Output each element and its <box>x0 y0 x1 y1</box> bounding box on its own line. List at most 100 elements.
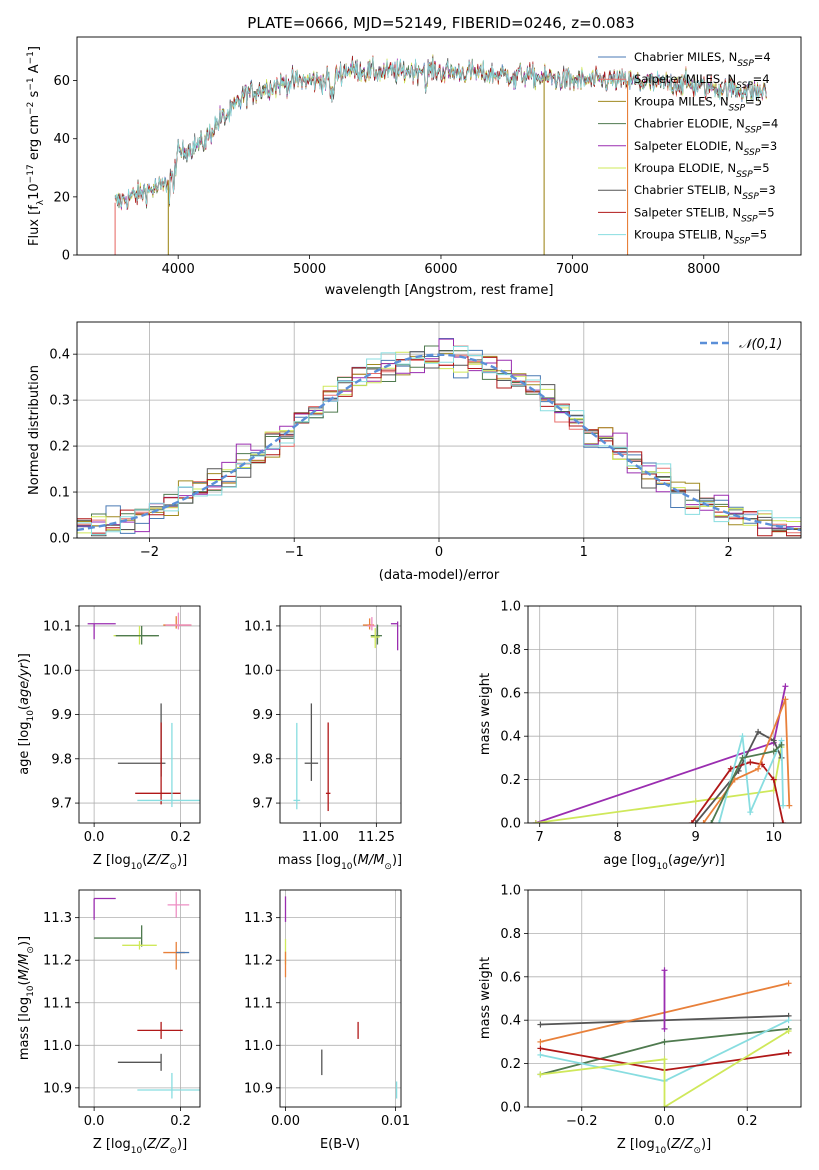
axes-frame <box>527 605 802 824</box>
y-tick-label: 10.1 <box>244 619 273 634</box>
plot-area <box>532 683 793 823</box>
marker-kroupa-elodie <box>692 798 699 805</box>
y-tick-label: 0.0 <box>500 1101 521 1116</box>
legend-label: Kroupa MILES, NSSP=5 <box>634 94 762 113</box>
marker-orange <box>782 696 789 703</box>
marker-kroupa-stelib <box>785 1017 792 1024</box>
errorbar-point-kroupa-elodie <box>122 941 157 950</box>
x-tick-label: −2 <box>140 545 159 560</box>
grid <box>79 890 200 1107</box>
legend: 𝒩(0,1) <box>700 337 782 352</box>
axes-frame <box>279 889 402 1108</box>
marker-chabrier-elodie <box>661 1038 668 1045</box>
marker-salpeter-elodie <box>782 683 789 690</box>
marker-chabrier-stelib <box>770 737 777 744</box>
series-line-kroupa-elodie <box>540 1030 790 1107</box>
x-tick-label: 0.0 <box>84 830 105 845</box>
series-line-salpeter-elodie <box>535 686 787 823</box>
y-tick-label: 1.0 <box>500 884 521 899</box>
errorbar-point-salpeter-elodie <box>87 623 116 640</box>
marker-kroupa-stelib <box>716 820 723 823</box>
y-tick-label: 0.1 <box>49 486 70 501</box>
grid <box>280 606 401 823</box>
errorbar-point-kroupa-stelib <box>293 722 301 810</box>
y-tick-label: 9.8 <box>51 752 72 767</box>
legend-item-salpeter-miles: Salpeter MILES, NSSP=4 <box>598 72 770 91</box>
errorbar-point-salpeter-elodie <box>390 621 399 651</box>
y-tick-label: 10.0 <box>244 664 273 679</box>
x-axis-label: E(B-V) <box>320 1137 360 1152</box>
errorbar-point-orange <box>163 941 185 970</box>
y-axis-label: mass [log10(M/M⊙)] <box>17 936 36 1060</box>
axes: 0.0 0.2 10.9 11.0 11.1 11.2 11.3 Z [log10(Z/Z⊙)… <box>17 889 201 1156</box>
x-axis-label: Z [log10(Z/Z⊙)] <box>93 853 187 872</box>
errorbar-point-chabrier-elodie <box>370 624 382 645</box>
axes: 11.00 11.25 9.7 9.8 9.9 10.0 10.1 mass [log10(M… <box>244 605 402 872</box>
marker-kroupa-stelib <box>747 809 754 816</box>
plot-area <box>284 896 398 1099</box>
marker-orange <box>786 802 793 809</box>
legend-label: Salpeter ELODIE, NSSP=3 <box>634 139 777 158</box>
errorbar-point-chabrier-elodie <box>94 925 143 947</box>
marker-orange <box>755 765 762 772</box>
y-tick-label: 11.2 <box>43 954 72 969</box>
errorbar-point-pink <box>367 617 376 631</box>
y-tick-label: 9.9 <box>252 708 273 723</box>
y-tick-label: 40 <box>53 132 70 147</box>
axes-frame <box>76 321 802 539</box>
y-tick-label: 11.3 <box>244 911 273 926</box>
axes: 4000 5000 6000 7000 8000 0 20 40 60 wavelength [A… <box>26 36 802 298</box>
legend-label: Kroupa ELODIE, NSSP=5 <box>634 161 770 180</box>
grid <box>280 890 401 1107</box>
x-axis-label: mass [log10(M/M⊙)] <box>278 853 402 872</box>
y-tick-label: 0.6 <box>500 686 521 701</box>
errorbar-point-chabrier-elodie <box>115 625 159 645</box>
x-tick-label: 0.0 <box>654 1114 675 1129</box>
axes: 0.00 0.01 10.9 11.0 11.1 11.2 11.3 E(B-V) <box>244 889 410 1152</box>
x-tick-label: 0.2 <box>170 1114 191 1129</box>
legend-label: Chabrier STELIB, NSSP=3 <box>634 183 776 202</box>
y-tick-label: 0.6 <box>500 970 521 985</box>
axes-frame <box>76 36 802 256</box>
y-axis-label: mass weight <box>478 673 493 755</box>
legend: Chabrier MILES, NSSP=4 Salpeter MILES, NS… <box>598 50 778 247</box>
legend-item-salpeter-stelib: Salpeter STELIB, NSSP=5 <box>598 205 775 224</box>
errorbar-point-pink <box>165 612 192 630</box>
x-axis-label: wavelength [Angstrom, rest frame] <box>325 283 554 298</box>
plot-area <box>293 617 399 812</box>
errorbar-point-salpeter-stelib <box>137 1021 183 1039</box>
x-tick-label: −1 <box>285 545 304 560</box>
y-tick-label: 9.8 <box>252 752 273 767</box>
x-tick-label: 9 <box>692 830 700 845</box>
axes: 7 8 9 10 0.0 0.2 0.4 0.6 0.8 1.0 age [log10(age/yr… <box>478 600 802 872</box>
x-tick-label: 8000 <box>687 262 720 277</box>
y-tick-label: 10.9 <box>43 1081 72 1096</box>
marker-chabrier-elodie <box>770 748 777 755</box>
histogram-kroupa-stelib <box>77 346 801 538</box>
spectrum-line-kroupa-stelib <box>114 56 767 209</box>
marker-salpeter-elodie <box>661 967 668 974</box>
normal-curve <box>77 353 801 532</box>
marker-salpeter-stelib <box>537 1045 544 1052</box>
x-tick-label: 0.00 <box>271 1114 300 1129</box>
errorbar-point-salpeter-stelib <box>325 722 331 812</box>
x-tick-label: −0.2 <box>566 1114 598 1129</box>
legend-item-kroupa-stelib: Kroupa STELIB, NSSP=5 <box>598 228 767 247</box>
y-tick-label: 11.1 <box>43 996 72 1011</box>
axes: −2 −1 0 1 2 0.0 0.1 0.2 0.3 0.4 𝒩(0,1) (data-model)… <box>27 321 802 583</box>
y-tick-label: 11.2 <box>244 954 273 969</box>
marker-kroupa-elodie <box>785 1028 792 1035</box>
y-tick-label: 0.8 <box>500 927 521 942</box>
y-tick-label: 0.8 <box>500 643 521 658</box>
legend-item-kroupa-elodie: Kroupa ELODIE, NSSP=5 <box>598 161 770 180</box>
x-tick-label: 0.01 <box>381 1114 410 1129</box>
y-tick-label: 0.4 <box>500 730 521 745</box>
axes: −0.2 0.0 0.2 0.0 0.2 0.4 0.6 0.8 1.0 Z [log10(Z/Z… <box>478 884 802 1156</box>
legend-label: Chabrier ELODIE, NSSP=4 <box>634 117 778 136</box>
y-axis-label: Normed distribution <box>27 365 42 495</box>
y-tick-label: 0.0 <box>500 817 521 832</box>
plot-area <box>114 54 767 255</box>
legend-item-chabrier-elodie: Chabrier ELODIE, NSSP=4 <box>598 117 778 136</box>
y-tick-label: 0 <box>62 249 70 264</box>
